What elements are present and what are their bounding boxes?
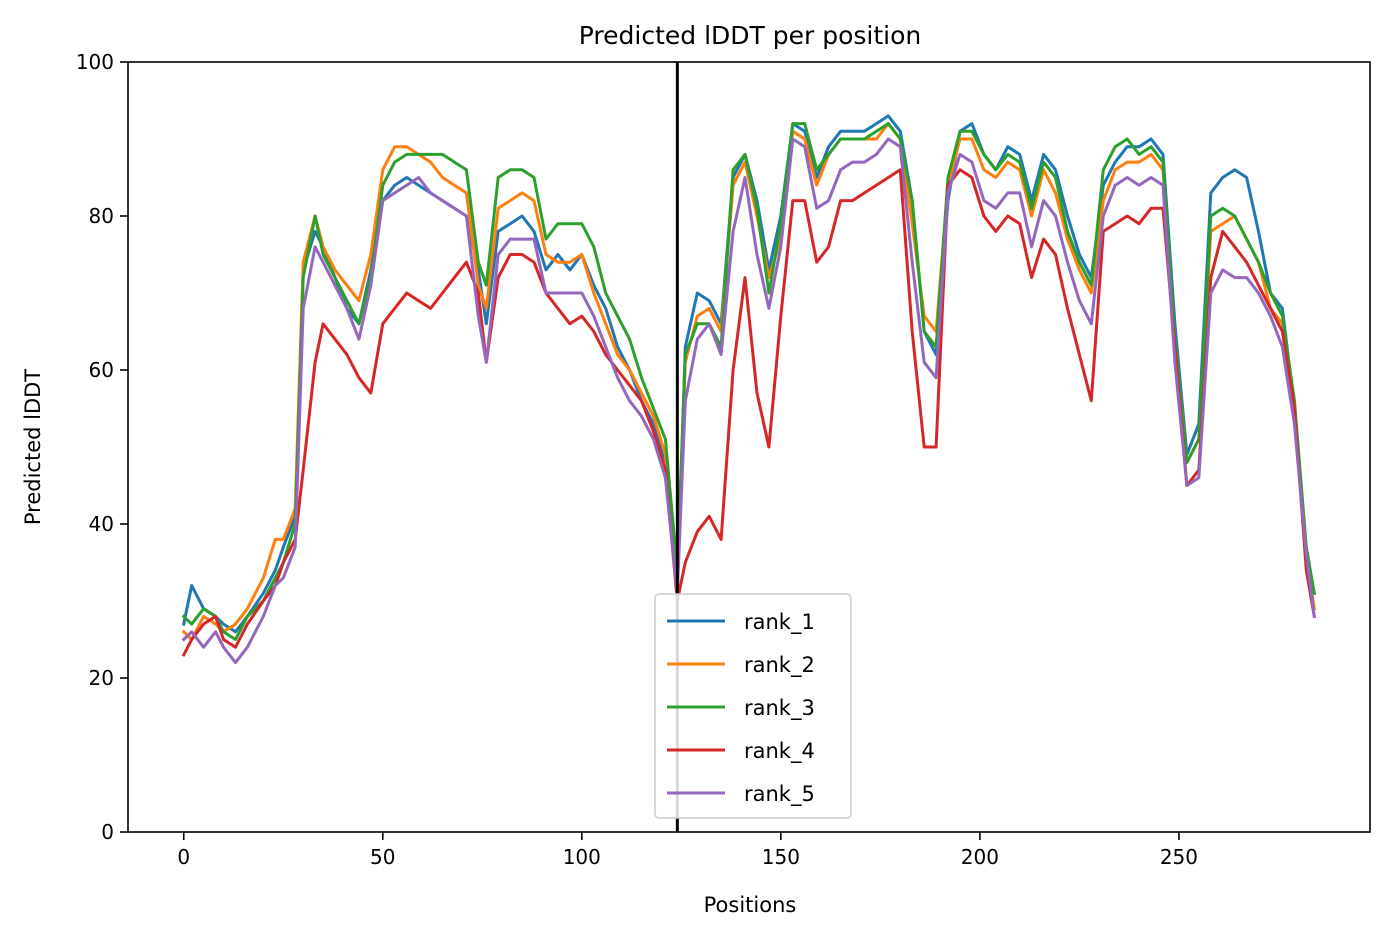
series-line-rank_3 — [181, 122, 1317, 641]
legend-label-rank_5: rank_5 — [744, 782, 815, 807]
x-tick-label: 250 — [1160, 845, 1198, 869]
y-tick-label: 80 — [89, 204, 114, 228]
y-axis-label: Predicted lDDT — [21, 369, 45, 525]
legend-box — [654, 593, 852, 819]
legend-label-rank_2: rank_2 — [744, 653, 815, 678]
x-tick-label: 150 — [762, 845, 800, 869]
y-tick-label: 20 — [89, 666, 114, 690]
series-line-rank_1 — [181, 114, 1317, 634]
x-tick-label: 200 — [961, 845, 999, 869]
legend-label-rank_3: rank_3 — [744, 696, 815, 721]
series-line-rank_2 — [181, 122, 1317, 641]
x-tick-label: 0 — [177, 845, 190, 869]
series-line-rank_4 — [181, 168, 1317, 657]
legend: rank_1 rank_2 rank_3 rank_4 rank_5 — [654, 593, 852, 819]
plot-frame — [127, 61, 1371, 833]
x-tick-label: 50 — [370, 845, 395, 869]
chart-title: Predicted lDDT per position — [579, 21, 921, 50]
y-tick-label: 40 — [89, 512, 114, 536]
legend-label-rank_1: rank_1 — [744, 610, 815, 635]
series-layer — [181, 114, 1317, 665]
series-line-rank_5 — [181, 137, 1316, 665]
y-tick-label: 0 — [101, 820, 114, 844]
y-axis-ticks: 0 20 40 60 80 100 — [76, 50, 128, 844]
x-axis-ticks: 0 50 100 150 200 250 — [177, 832, 1198, 869]
y-tick-label: 100 — [76, 50, 114, 74]
y-tick-label: 60 — [89, 358, 114, 382]
x-axis-label: Positions — [704, 893, 797, 917]
x-tick-label: 100 — [563, 845, 601, 869]
legend-label-rank_4: rank_4 — [744, 739, 815, 764]
